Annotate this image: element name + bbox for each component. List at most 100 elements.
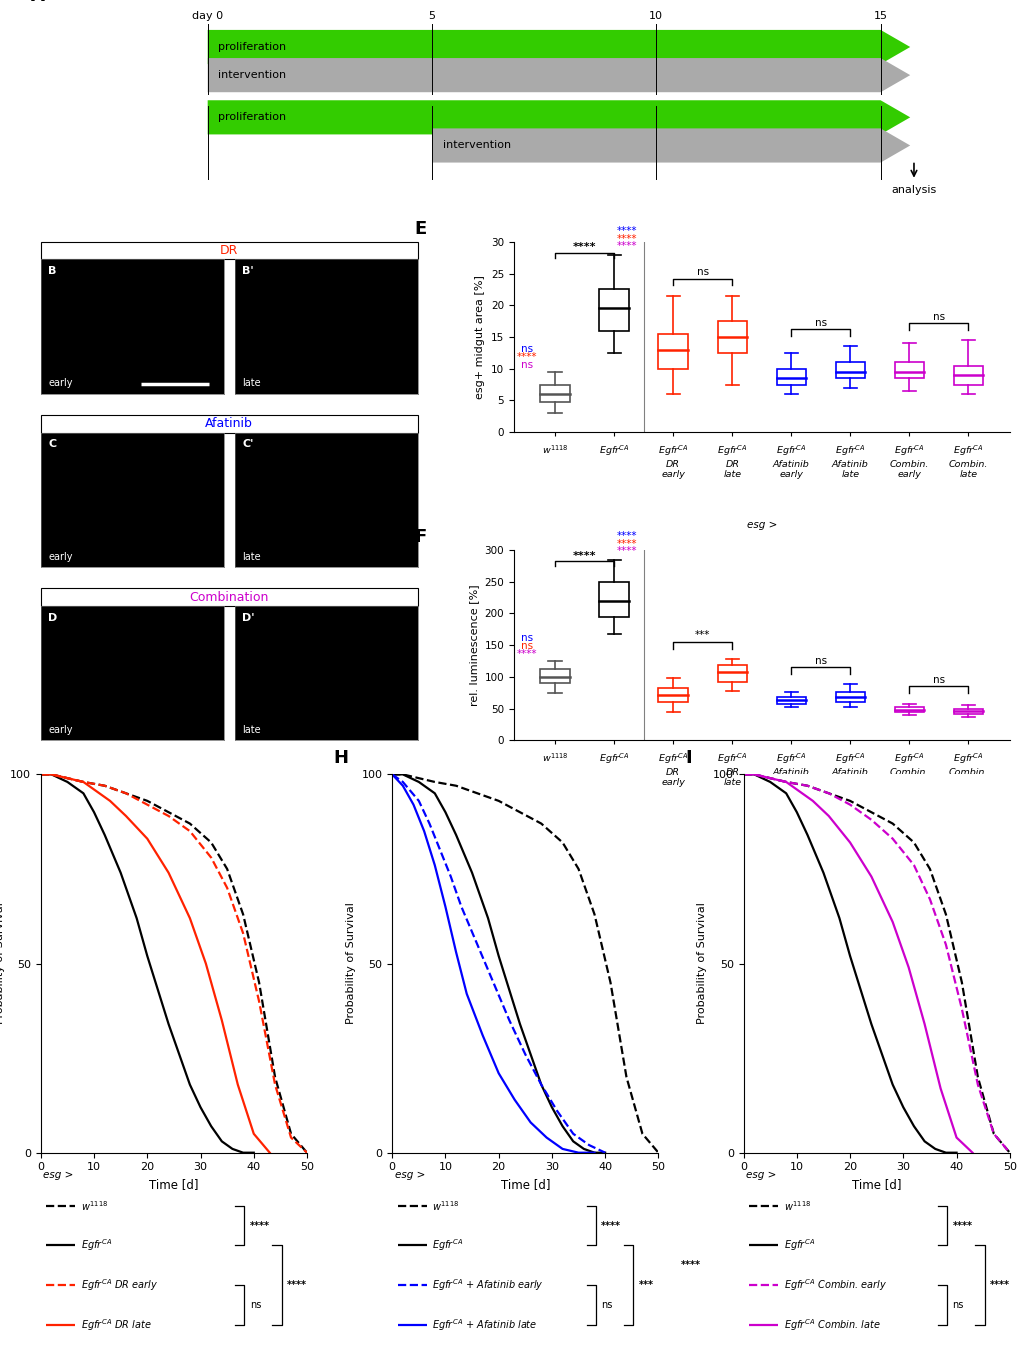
Text: ****: **** (952, 1220, 971, 1231)
Y-axis label: rel. luminescence [%]: rel. luminescence [%] (469, 585, 478, 706)
Text: $Egfr^{CA}$ + Afatinib early: $Egfr^{CA}$ + Afatinib early (432, 1277, 543, 1293)
Polygon shape (432, 128, 909, 163)
Bar (658, 333, 687, 369)
Text: $Egfr^{CA}$
Afatinib
early: $Egfr^{CA}$ Afatinib early (772, 752, 809, 787)
Text: esg >: esg > (44, 1170, 73, 1179)
Text: B': B' (242, 267, 254, 276)
Text: $Egfr^{CA}$
Combin.
early: $Egfr^{CA}$ Combin. early (889, 752, 928, 787)
Text: late: late (242, 378, 261, 389)
Text: proliferation: proliferation (218, 113, 286, 122)
Bar (835, 362, 864, 378)
Text: $w^{1118}$: $w^{1118}$ (432, 1198, 459, 1213)
Text: $Egfr^{CA}$
Afatinib
early: $Egfr^{CA}$ Afatinib early (772, 443, 809, 479)
Text: 5: 5 (428, 11, 435, 20)
Text: $Egfr^{CA}$: $Egfr^{CA}$ (783, 1238, 814, 1254)
Bar (953, 366, 982, 385)
Text: $Egfr^{CA}$
Afatinib
late: $Egfr^{CA}$ Afatinib late (832, 752, 868, 787)
Bar (658, 688, 687, 702)
Y-axis label: esg+ midgut area [%]: esg+ midgut area [%] (475, 275, 485, 398)
Bar (540, 669, 570, 683)
Text: analysis: analysis (891, 185, 935, 194)
Text: ns: ns (521, 634, 532, 643)
Text: E: E (414, 220, 426, 238)
Text: intervention: intervention (218, 71, 286, 80)
Text: $w^{1118}$: $w^{1118}$ (81, 1198, 108, 1213)
Text: $Egfr^{CA}$
Afatinib
late: $Egfr^{CA}$ Afatinib late (832, 443, 868, 479)
Polygon shape (208, 30, 909, 64)
Text: $Egfr^{CA}$
DR
early: $Egfr^{CA}$ DR early (657, 443, 688, 479)
Text: ns: ns (250, 1300, 261, 1310)
Text: $Egfr^{CA}$
Combin.
early: $Egfr^{CA}$ Combin. early (889, 443, 928, 479)
Text: $Egfr^{CA}$
Combin.
late: $Egfr^{CA}$ Combin. late (948, 443, 987, 479)
Text: $w^{1118}$: $w^{1118}$ (541, 443, 568, 456)
Text: ****: **** (286, 1280, 307, 1291)
Bar (716, 321, 746, 352)
Bar (775, 698, 805, 703)
X-axis label: Time [d]: Time [d] (500, 1178, 549, 1191)
Text: $Egfr^{CA}$
DR
early: $Egfr^{CA}$ DR early (657, 752, 688, 787)
X-axis label: Time [d]: Time [d] (149, 1178, 199, 1191)
Text: ns: ns (600, 1300, 612, 1310)
Text: ****: **** (600, 1220, 621, 1231)
Text: $Egfr^{CA}$ Combin. late: $Egfr^{CA}$ Combin. late (783, 1316, 879, 1333)
Polygon shape (208, 101, 909, 135)
Bar (894, 362, 923, 378)
Text: esg >: esg > (746, 1170, 775, 1179)
Text: ***: *** (638, 1280, 653, 1291)
Text: A: A (32, 0, 45, 5)
Bar (953, 709, 982, 714)
Text: ****: **** (616, 539, 637, 548)
X-axis label: Time [d]: Time [d] (851, 1178, 901, 1191)
Text: $Egfr^{CA}$
DR
late: $Egfr^{CA}$ DR late (716, 443, 747, 479)
Text: C: C (48, 439, 56, 449)
Text: ns: ns (932, 675, 944, 685)
Text: $Egfr^{CA}$
DR
late: $Egfr^{CA}$ DR late (716, 752, 747, 787)
Text: ****: **** (516, 649, 537, 660)
Bar (716, 665, 746, 681)
Text: ns: ns (814, 318, 826, 328)
Text: C': C' (242, 439, 253, 449)
Text: ns: ns (952, 1300, 963, 1310)
Text: $Egfr^{CA}$ DR late: $Egfr^{CA}$ DR late (81, 1316, 151, 1333)
Text: ****: **** (573, 551, 596, 560)
Text: $Egfr^{CA}$: $Egfr^{CA}$ (598, 752, 629, 766)
Bar (775, 369, 805, 385)
Text: early: early (48, 378, 72, 389)
Text: esg >: esg > (394, 1170, 425, 1179)
Y-axis label: Probability of Survival: Probability of Survival (697, 903, 706, 1024)
Text: 15: 15 (872, 11, 887, 20)
Text: ****: **** (516, 352, 537, 362)
Text: ns: ns (814, 656, 826, 666)
Text: $Egfr^{CA}$: $Egfr^{CA}$ (432, 1238, 463, 1254)
Text: early: early (48, 552, 72, 562)
Text: $Egfr^{CA}$: $Egfr^{CA}$ (598, 443, 629, 458)
Text: ****: **** (250, 1220, 269, 1231)
Text: ****: **** (616, 545, 637, 556)
Text: $Egfr^{CA}$ + Afatinib late: $Egfr^{CA}$ + Afatinib late (432, 1316, 537, 1333)
Text: ns: ns (696, 267, 708, 277)
Text: DR: DR (220, 243, 238, 257)
Text: ns: ns (521, 641, 532, 651)
Text: $Egfr^{CA}$: $Egfr^{CA}$ (81, 1238, 112, 1254)
Text: F: F (414, 528, 426, 547)
Text: ns: ns (521, 360, 532, 370)
Text: ****: **** (988, 1280, 1009, 1291)
Text: ****: **** (616, 234, 637, 243)
Polygon shape (208, 58, 909, 92)
Text: early: early (48, 725, 72, 734)
Text: Afatinib: Afatinib (205, 418, 253, 430)
Text: $w^{1118}$: $w^{1118}$ (783, 1198, 810, 1213)
Text: H: H (333, 749, 348, 767)
Text: ns: ns (932, 311, 944, 321)
Text: day 0: day 0 (192, 11, 223, 20)
Text: ****: **** (616, 241, 637, 250)
Text: $Egfr^{CA}$ Combin. early: $Egfr^{CA}$ Combin. early (783, 1277, 886, 1293)
Text: esg >: esg > (746, 520, 776, 529)
Text: $Egfr^{CA}$ DR early: $Egfr^{CA}$ DR early (81, 1277, 158, 1293)
Text: D': D' (242, 612, 255, 623)
Text: ****: **** (616, 532, 637, 541)
Text: intervention: intervention (442, 140, 511, 151)
Text: Combination: Combination (190, 590, 269, 604)
Text: 10: 10 (649, 11, 662, 20)
Text: proliferation: proliferation (218, 42, 286, 52)
